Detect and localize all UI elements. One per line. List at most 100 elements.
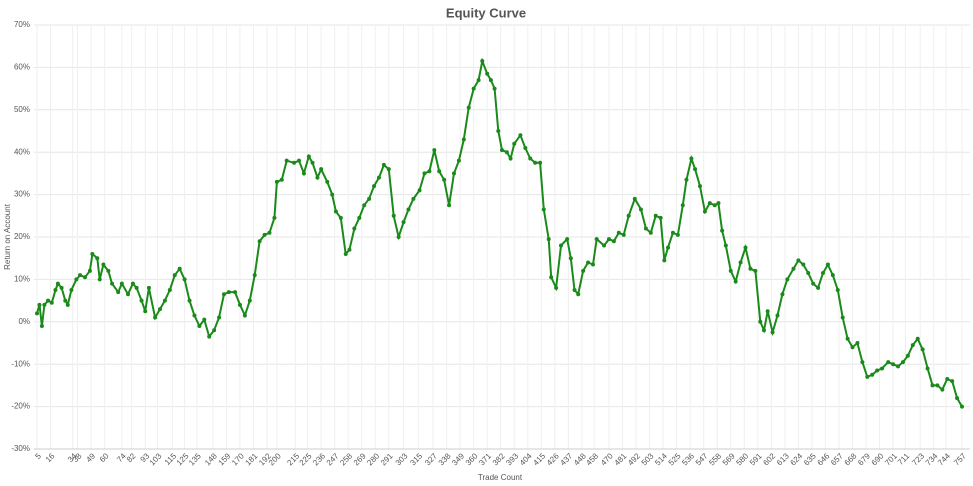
data-point: [471, 86, 476, 91]
data-point: [146, 285, 151, 290]
data-point: [217, 315, 222, 320]
x-tick-label: 181: [244, 451, 260, 467]
x-tick-label: 258: [338, 451, 354, 467]
data-point: [554, 285, 559, 290]
data-point: [297, 158, 302, 163]
data-point: [860, 360, 865, 365]
data-point: [106, 268, 111, 273]
data-point: [197, 324, 202, 329]
data-point: [955, 396, 960, 401]
data-point: [272, 215, 277, 220]
data-point: [920, 347, 925, 352]
data-point: [720, 228, 725, 233]
data-point: [806, 271, 811, 276]
data-point: [202, 317, 207, 322]
data-point: [442, 177, 447, 182]
data-point: [177, 266, 182, 271]
y-tick-label: 0%: [18, 317, 30, 326]
data-point: [456, 158, 461, 163]
x-tick-label: 148: [203, 451, 219, 467]
x-tick-label: 303: [394, 451, 410, 467]
x-tick-label: 514: [653, 451, 669, 467]
data-point: [940, 387, 945, 392]
x-tick-label: 624: [788, 451, 804, 467]
y-tick-label: -30%: [11, 444, 30, 453]
data-point: [466, 105, 471, 110]
data-point: [606, 237, 611, 242]
x-tick-label: 602: [761, 451, 777, 467]
data-point: [748, 266, 753, 271]
data-point: [658, 215, 663, 220]
data-point: [960, 404, 964, 409]
x-tick-label: 711: [896, 451, 912, 467]
y-tick-label: -20%: [11, 402, 30, 411]
x-tick-label: 393: [504, 451, 520, 467]
data-point: [347, 247, 352, 252]
data-point: [830, 273, 835, 278]
data-point: [518, 133, 523, 138]
data-point: [775, 313, 780, 318]
data-point: [765, 309, 770, 314]
data-point: [840, 315, 845, 320]
data-point: [743, 245, 748, 250]
x-tick-label: 404: [518, 451, 534, 467]
data-point: [110, 281, 115, 286]
x-tick-label: 60: [98, 451, 111, 464]
data-point: [158, 307, 163, 312]
data-point: [55, 281, 60, 286]
x-tick-label: 744: [936, 451, 952, 467]
data-point: [915, 336, 920, 341]
x-tick-label: 757: [952, 451, 968, 467]
data-point: [504, 150, 509, 155]
data-point: [626, 213, 631, 218]
data-point: [338, 215, 343, 220]
data-point: [568, 256, 573, 261]
data-point: [252, 273, 257, 278]
y-tick-label: 30%: [14, 190, 30, 199]
series-line: [36, 57, 963, 408]
data-point: [796, 258, 801, 263]
data-point: [594, 237, 599, 242]
data-point: [451, 171, 456, 176]
data-point: [343, 251, 348, 256]
x-tick-label: 5: [33, 451, 43, 461]
data-point: [42, 302, 47, 307]
x-tick-label: 558: [707, 451, 723, 467]
data-point: [461, 137, 466, 142]
data-point: [427, 169, 432, 174]
x-tick-label: 371: [477, 451, 493, 467]
data-point: [333, 209, 338, 214]
data-point: [130, 281, 135, 286]
data-point: [670, 230, 675, 235]
data-point: [267, 230, 272, 235]
data-point: [330, 192, 335, 197]
x-tick-label: 580: [734, 451, 750, 467]
data-point: [693, 167, 698, 172]
x-tick-label: 415: [531, 451, 547, 467]
data-point: [126, 292, 131, 297]
data-point: [69, 288, 74, 292]
data-point: [325, 179, 330, 184]
data-point: [381, 162, 386, 167]
data-point: [850, 345, 855, 350]
data-point: [666, 245, 671, 250]
data-point: [488, 78, 493, 83]
x-tick-label: 382: [491, 451, 507, 467]
data-point: [315, 175, 320, 180]
data-point: [237, 302, 242, 307]
data-point: [855, 341, 860, 345]
data-point: [586, 260, 591, 265]
y-tick-label: 20%: [14, 232, 30, 241]
x-tick-label: 723: [910, 451, 926, 467]
data-point: [825, 262, 830, 267]
data-point: [437, 169, 442, 174]
x-tick-label: 668: [843, 451, 859, 467]
data-point: [274, 179, 279, 184]
data-point: [242, 313, 247, 318]
data-point: [192, 313, 197, 318]
x-tick-label: 269: [352, 451, 368, 467]
x-tick-label: 426: [545, 451, 561, 467]
data-point: [707, 201, 712, 206]
data-point: [680, 203, 685, 208]
data-point: [182, 277, 187, 282]
